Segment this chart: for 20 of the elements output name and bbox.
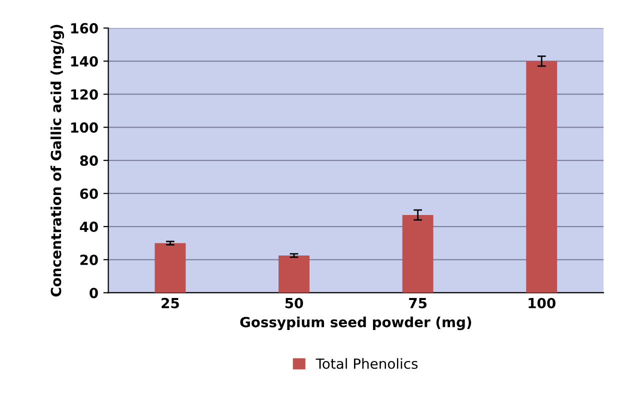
y-tick-label: 100 [71,122,98,133]
bar [278,256,310,293]
x-tick-label: 100 [528,298,556,308]
y-tick-label: 120 [71,89,98,100]
y-tick-label: 40 [80,222,98,232]
legend-label: Total Phenolics [316,358,418,369]
y-tick-label: 0 [90,288,98,298]
y-tick-label: 20 [80,254,98,266]
y-tick-label: 160 [71,23,98,34]
y-tick-label: 80 [80,155,98,166]
y-axis-title: Concentration of Gallic acid (mg/g) [50,24,64,296]
bar [402,214,434,293]
x-axis-title: Gossypium seed powder (mg) [240,316,472,330]
x-tick-label: 25 [162,298,179,308]
y-tick-label: 60 [80,188,98,199]
bar [154,243,186,293]
x-tick-label: 50 [285,298,304,308]
x-tick-label: 75 [409,298,427,308]
y-tick-label: 140 [71,56,98,67]
bar [526,61,558,293]
